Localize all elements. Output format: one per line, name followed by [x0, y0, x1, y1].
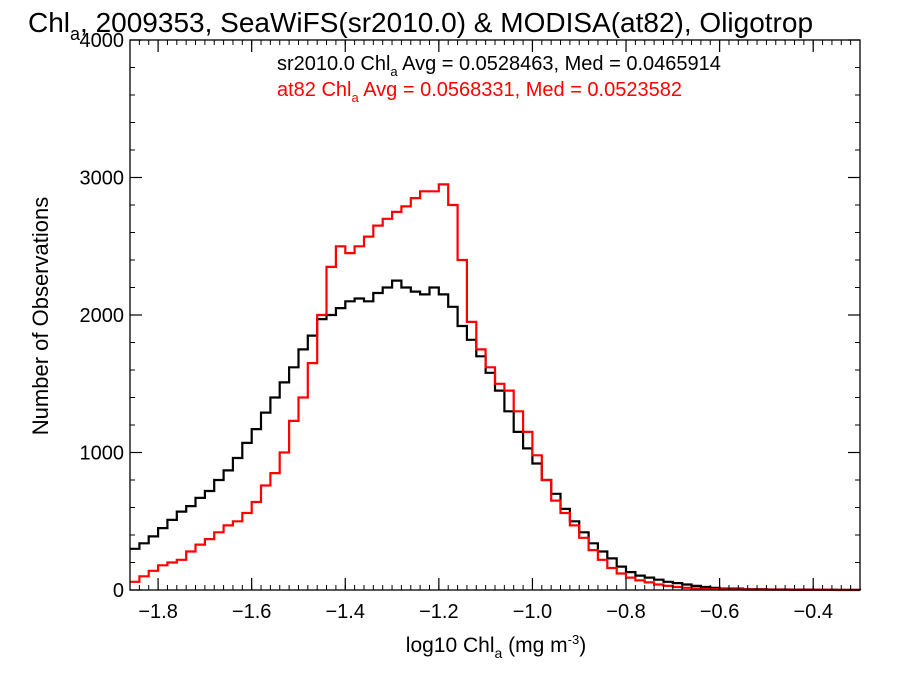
chart-title-subscript: a — [70, 24, 81, 44]
annotation-sr2010-rest: Avg = 0.0528463, Med = 0.0465914 — [398, 53, 721, 75]
annotation-at82-prefix: at82 Chl — [277, 79, 352, 101]
x-tick-label: −0.4 — [793, 601, 832, 623]
y-tick-label: 3000 — [80, 168, 125, 190]
annotation-sr2010: sr2010.0 Chla Avg = 0.0528463, Med = 0.0… — [277, 53, 721, 79]
series-line-sr2010 — [130, 279, 862, 591]
x-tick-label: −0.6 — [700, 601, 739, 623]
y-tick-label: 1000 — [80, 443, 125, 465]
x-tick-label: −1.4 — [326, 601, 365, 623]
x-axis-label-prefix: log10 Chl — [406, 634, 495, 657]
annotation-sr2010-subscript: a — [390, 64, 398, 79]
annotation-at82: at82 Chla Avg = 0.0568331, Med = 0.05235… — [277, 79, 682, 105]
y-tick-label: 0 — [113, 580, 124, 602]
x-tick-label: −1.2 — [419, 601, 458, 623]
x-tick-label: −1.6 — [232, 601, 271, 623]
plot-area: −1.8 −1.6 −1.4 −1.2 −1.0 −0.8 −0.6 −0.4 0 1000 200… — [80, 30, 862, 623]
x-tick-label: −1.8 — [138, 601, 177, 623]
y-tick-label: 2000 — [80, 305, 125, 327]
y-tick-label: 4000 — [80, 30, 125, 52]
annotation-at82-rest: Avg = 0.0568331, Med = 0.0523582 — [359, 79, 682, 101]
x-tick-label: −0.8 — [606, 601, 645, 623]
chart-title-prefix: Chl — [28, 7, 70, 38]
x-axis-label-superscript: -3 — [568, 632, 580, 647]
chart-title-rest: , 2009353, SeaWiFS(sr2010.0) & MODISA(at… — [80, 7, 813, 38]
y-axis-label: Number of Observations — [28, 197, 53, 435]
chart-title: Chla, 2009353, SeaWiFS(sr2010.0) & MODIS… — [28, 7, 813, 44]
x-axis-label: log10 Chla (mg m-3) — [406, 632, 586, 661]
x-tick-label: −1.0 — [513, 601, 552, 623]
annotation-at82-subscript: a — [352, 90, 360, 105]
x-axis-label-close: ) — [579, 634, 586, 657]
annotation-sr2010-prefix: sr2010.0 Chl — [277, 53, 390, 75]
x-axis-label-rest: (mg m — [502, 634, 567, 657]
x-axis-label-subscript: a — [495, 645, 503, 661]
